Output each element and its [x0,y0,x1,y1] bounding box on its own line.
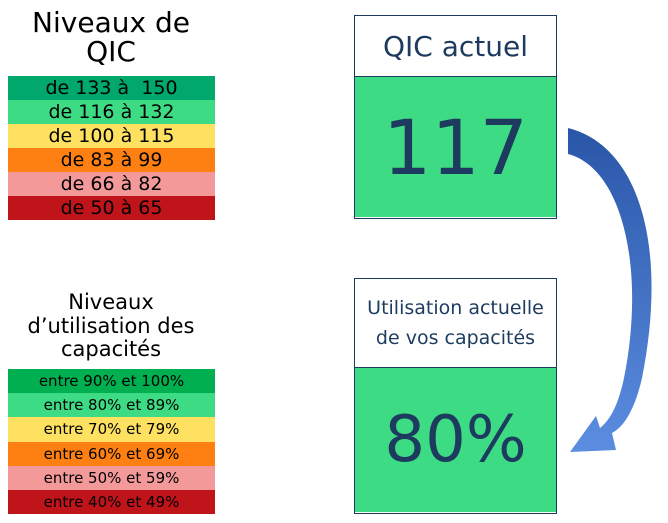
qic-band-2: de 116 à 132 [8,100,215,124]
current-capacity-header-line1: Utilisation actuelle [367,296,544,319]
qic-levels-title-line1: Niveaux de [32,6,190,39]
current-qic-value: 117 [355,77,556,217]
curved-arrow-shape [568,128,652,452]
capacity-levels-title: Niveaux d’utilisation des capacités [8,290,214,362]
curved-arrow-icon [568,128,652,452]
capacity-levels-title-line3: capacités [60,337,162,362]
current-qic-card: QIC actuel 117 [354,15,557,219]
qic-levels-scale: de 133 à 150 de 116 à 132 de 100 à 115 d… [8,76,215,220]
capacity-band-4: entre 60% et 69% [8,441,215,466]
current-capacity-header: Utilisation actuelle de vos capacités [355,279,556,368]
current-qic-header: QIC actuel [355,16,556,77]
current-capacity-value: 80% [355,368,556,512]
qic-band-6: de 50 à 65 [8,196,215,220]
capacity-band-6: entre 40% et 49% [8,489,215,515]
qic-band-3: de 100 à 115 [8,124,215,148]
qic-band-1: de 133 à 150 [8,76,215,100]
qic-band-4: de 83 à 99 [8,148,215,172]
capacity-levels-scale: entre 90% et 100% entre 80% et 89% entre… [8,369,215,515]
capacity-band-1: entre 90% et 100% [8,369,215,394]
current-capacity-card: Utilisation actuelle de vos capacités 80… [354,278,557,514]
capacity-band-5: entre 50% et 59% [8,465,215,490]
qic-levels-title-line2: QIC [86,35,136,69]
capacity-band-3: entre 70% et 79% [8,417,215,442]
capacity-band-2: entre 80% et 89% [8,393,215,418]
qic-levels-title: Niveaux de QIC [8,8,214,67]
current-capacity-header-line2: de vos capacités [375,327,536,349]
capacity-levels-title-line2: d’utilisation des [27,313,195,338]
qic-band-5: de 66 à 82 [8,172,215,196]
capacity-levels-title-line1: Niveaux [68,290,154,314]
